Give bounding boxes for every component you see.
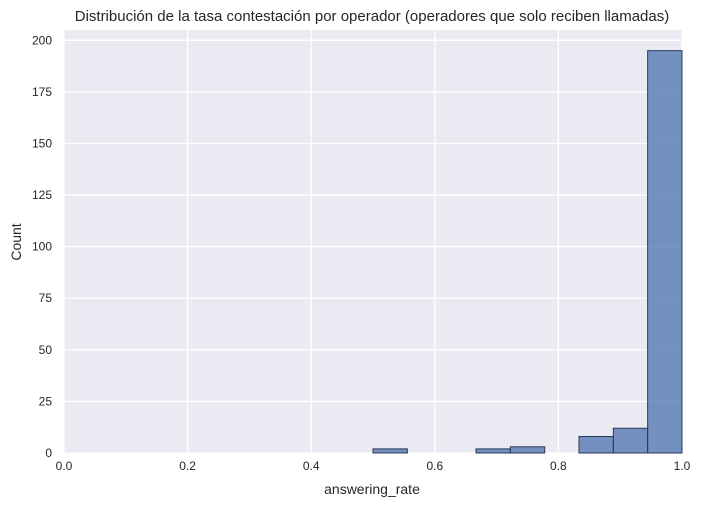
y-tick-label-5: 125 — [32, 188, 52, 202]
y-tick-label-3: 75 — [39, 291, 53, 305]
x-tick-label-4: 0.8 — [550, 459, 567, 473]
y-tick-label-2: 50 — [39, 343, 53, 357]
chart-title: Distribución de la tasa contestación por… — [75, 8, 670, 25]
x-tick-label-0: 0.0 — [56, 459, 73, 473]
histogram-bar-7 — [612, 427, 649, 454]
y-tick-label-7: 175 — [32, 85, 52, 99]
histogram-bar-4 — [509, 446, 546, 454]
x-axis-label: answering_rate — [324, 481, 420, 497]
x-tick-label-2: 0.4 — [303, 459, 320, 473]
x-axis-ticks: 0.0 0.2 0.4 0.6 0.8 1.0 — [56, 459, 691, 473]
histogram-bars — [372, 50, 683, 454]
x-tick-label-3: 0.6 — [426, 459, 443, 473]
histogram-bar-0 — [372, 448, 408, 454]
y-tick-label-8: 200 — [32, 33, 52, 47]
y-tick-label-1: 25 — [39, 394, 53, 408]
y-axis-label: Count — [8, 223, 24, 260]
plot-background — [64, 30, 682, 453]
histogram-bar-6 — [578, 435, 614, 454]
y-tick-label-6: 150 — [32, 136, 52, 150]
histogram-bar-3 — [475, 448, 511, 454]
histogram-bar-8 — [647, 50, 683, 454]
y-tick-label-0: 0 — [45, 446, 52, 460]
y-tick-label-4: 100 — [32, 240, 52, 254]
y-axis-ticks: 0 25 50 75 100 125 150 175 200 — [32, 33, 52, 460]
x-tick-label-1: 0.2 — [179, 459, 196, 473]
x-tick-label-5: 1.0 — [674, 459, 691, 473]
